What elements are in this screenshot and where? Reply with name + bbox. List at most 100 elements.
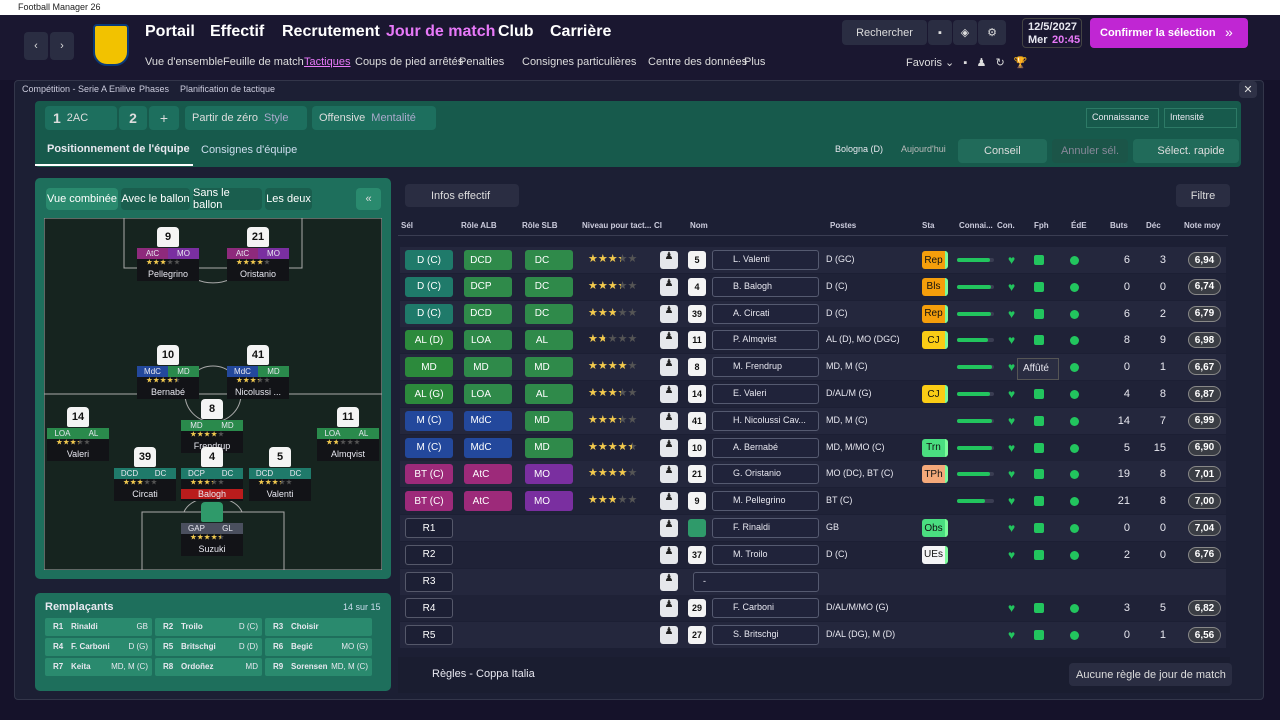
player-icon[interactable]: ♟ [660,599,678,618]
sel-button[interactable]: R4 [405,598,453,619]
column-header[interactable]: Nom [690,221,708,230]
subnav-item[interactable]: Consignes particulières [522,56,637,68]
name-box[interactable] [712,491,819,512]
role-slb[interactable]: DC [525,303,573,324]
filter[interactable]: Filtre [1176,184,1230,207]
sel-button[interactable]: D (C) [405,250,453,270]
close[interactable]: ✕ [1239,81,1257,98]
name-box[interactable] [712,276,819,297]
name-box[interactable] [712,437,819,458]
sub-row[interactable] [265,658,372,676]
player-icon[interactable]: ♟ [660,492,678,511]
search[interactable]: Rechercher [842,20,927,45]
sel-button[interactable]: R3 [405,571,453,592]
role-alb[interactable]: DCD [464,250,512,270]
role-slb[interactable]: MO [525,464,573,485]
collapse[interactable]: « [356,188,381,210]
player-icon[interactable]: ♟ [660,385,678,403]
player-icon[interactable]: ♟ [660,438,678,457]
column-header[interactable]: Déc [1146,221,1161,230]
column-header[interactable]: Rôle SLB [522,221,558,230]
settings[interactable]: ⚙ [978,20,1006,45]
sel-button[interactable]: R1 [405,518,453,538]
player-icon[interactable]: ♟ [660,545,678,564]
breadcrumb[interactable]: Compétition - Serie A Enilive [22,84,136,94]
role-slb[interactable]: MO [525,491,573,512]
column-header[interactable]: Sta [922,221,935,230]
role-alb[interactable]: DCP [464,276,512,297]
subnav-item[interactable]: Tactiques [304,56,351,68]
add-tactic[interactable]: + [149,106,179,130]
subnav-item[interactable]: Feuille de match [223,56,304,68]
sel-button[interactable]: R5 [405,625,453,646]
role-alb[interactable]: MdC [464,437,512,458]
view-select[interactable]: Infos effectif [405,184,519,207]
role-alb[interactable]: AtC [464,464,512,485]
player-icon[interactable]: ♟ [660,519,678,537]
tactic-slot[interactable]: 2 [119,106,147,130]
pitch-tab[interactable]: Vue combinée [46,188,118,210]
sel-button[interactable]: AL (G) [405,384,453,404]
name-box[interactable] [712,464,819,485]
pitch-tab[interactable]: Avec le ballon [121,188,190,210]
name-box[interactable] [712,357,819,378]
sel-button[interactable]: D (C) [405,276,453,297]
nav-item[interactable]: Jour de match [386,23,496,40]
subnav-item[interactable]: Penalties [459,56,505,68]
nav-item[interactable]: Carrière [550,23,612,40]
sub-row[interactable] [45,638,152,656]
column-header[interactable]: Cl [654,221,662,230]
column-header[interactable]: Niveau pour tact... [582,221,652,230]
column-header[interactable]: Rôle ALB [461,221,497,230]
role-alb[interactable]: MdC [464,410,512,431]
pitch-tab[interactable]: Les deux [265,188,312,210]
sel-button[interactable]: MD [405,357,453,378]
sub-row[interactable] [265,618,372,636]
column-header[interactable]: Con. [997,221,1015,230]
mentality-select[interactable]: Offensive Mentalité [312,106,436,130]
name-box[interactable] [712,303,819,324]
column-header[interactable]: ÉdE [1071,221,1087,230]
column-header[interactable]: Connai... [959,221,993,230]
nav-item[interactable]: Portail [145,23,195,40]
name-box[interactable] [693,571,819,592]
intensity[interactable]: Intensité [1164,108,1237,128]
subnav-item[interactable]: Plus [744,56,766,68]
name-box[interactable] [712,330,819,351]
name-box[interactable] [712,384,819,404]
icon[interactable]: ▪ [928,20,952,45]
sel-button[interactable]: BT (C) [405,491,453,512]
sub-row[interactable] [155,638,262,656]
column-header[interactable]: Sél [401,221,414,230]
advice[interactable]: Conseil [958,139,1047,163]
player-icon[interactable]: ♟ [660,465,678,484]
role-alb[interactable]: AtC [464,491,512,512]
name-box[interactable] [712,598,819,619]
sub-row[interactable] [155,618,262,636]
player-icon[interactable]: ♟ [660,572,678,591]
pitch-tab[interactable]: Sans le ballon [193,187,262,211]
name-box[interactable] [712,625,819,646]
favorites[interactable]: Favoris [906,57,943,69]
back[interactable]: ‹ [24,32,48,60]
role-slb[interactable]: DC [525,276,573,297]
role-alb[interactable]: MD [464,357,512,378]
role-slb[interactable]: MD [525,437,573,458]
sub-row[interactable] [265,638,372,656]
sub-row[interactable] [45,658,152,676]
player-icon[interactable]: ♟ [660,331,678,350]
column-header[interactable]: Buts [1110,221,1128,230]
tab[interactable]: Consignes d'équipe [201,144,298,156]
role-slb[interactable]: MD [525,357,573,378]
tactic-select[interactable]: 1 2AC [45,106,117,130]
player-icon[interactable]: ♟ [660,626,678,645]
subnav-item[interactable]: Centre des données [648,56,748,68]
sel-button[interactable]: D (C) [405,303,453,324]
name-box[interactable] [712,518,819,538]
role-alb[interactable]: DCD [464,303,512,324]
sel-button[interactable]: M (C) [405,437,453,458]
nav-item[interactable]: Club [498,23,534,40]
name-box[interactable] [712,250,819,270]
forward[interactable]: › [50,32,74,60]
role-slb[interactable]: DC [525,250,573,270]
